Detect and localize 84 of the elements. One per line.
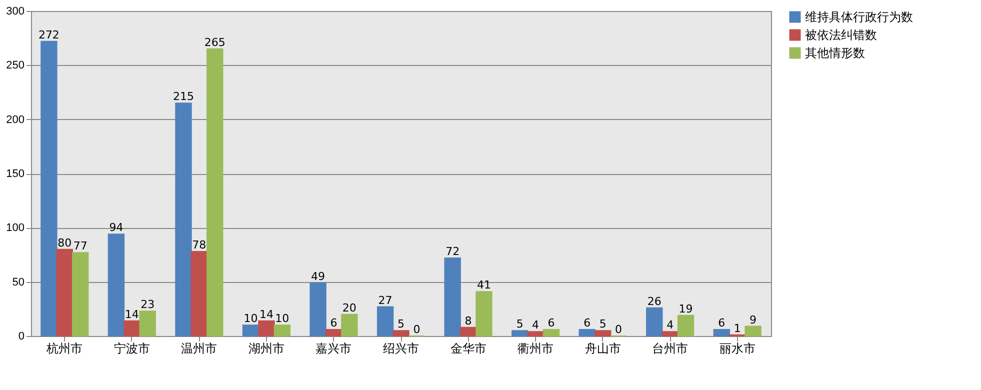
data-label: 1 bbox=[734, 322, 741, 335]
data-label: 49 bbox=[311, 270, 326, 283]
data-label: 4 bbox=[532, 318, 540, 332]
bar bbox=[594, 330, 612, 336]
data-label: 6 bbox=[584, 316, 591, 330]
bar bbox=[72, 252, 89, 336]
bar bbox=[206, 48, 224, 336]
x-tick-label: 宁波市 bbox=[114, 342, 150, 356]
data-label: 72 bbox=[446, 245, 460, 258]
data-label: 14 bbox=[259, 308, 274, 321]
data-label: 9 bbox=[750, 313, 757, 326]
x-tick-label: 嘉兴市 bbox=[316, 342, 352, 356]
bar bbox=[527, 331, 544, 336]
data-label: 5 bbox=[599, 318, 606, 331]
bar bbox=[242, 324, 260, 336]
bar bbox=[476, 291, 492, 336]
bar bbox=[460, 326, 477, 336]
y-tick-label: 250 bbox=[6, 60, 24, 72]
x-tick-label: 舟山市 bbox=[584, 342, 621, 356]
x-tick-label: 杭州市 bbox=[46, 342, 83, 356]
y-tick-label: 300 bbox=[6, 6, 24, 18]
data-label: 0 bbox=[413, 323, 420, 336]
data-label: 80 bbox=[58, 236, 72, 250]
x-tick-label: 绍兴市 bbox=[383, 342, 419, 356]
bar bbox=[392, 330, 410, 336]
bar bbox=[258, 320, 275, 336]
bar bbox=[310, 282, 326, 336]
data-label: 14 bbox=[124, 308, 139, 321]
data-label: 94 bbox=[109, 221, 124, 234]
data-label: 6 bbox=[330, 316, 338, 330]
data-label: 23 bbox=[140, 298, 155, 312]
data-label: 4 bbox=[666, 318, 674, 332]
data-label: 10 bbox=[275, 312, 290, 326]
x-tick-label: 台州市 bbox=[652, 342, 688, 356]
bar bbox=[677, 314, 694, 336]
bar bbox=[713, 329, 730, 336]
y-tick-label: 200 bbox=[6, 114, 24, 126]
y-tick-label: 0 bbox=[18, 330, 24, 342]
data-label: 78 bbox=[192, 238, 206, 252]
legend-label: 维持具体行政行为数 bbox=[805, 10, 913, 24]
data-label: 6 bbox=[548, 316, 555, 330]
data-label: 27 bbox=[378, 294, 392, 307]
data-label: 26 bbox=[647, 294, 662, 308]
bar bbox=[40, 40, 58, 336]
data-label: 6 bbox=[718, 316, 726, 330]
x-tick-label: 丽水市 bbox=[719, 342, 756, 356]
x-tick-label: 湖州市 bbox=[248, 342, 284, 356]
bar bbox=[376, 306, 394, 336]
bar bbox=[190, 251, 208, 336]
x-tick-label: 衢州市 bbox=[518, 342, 554, 356]
data-label: 215 bbox=[172, 90, 194, 104]
y-tick-label: 150 bbox=[6, 168, 24, 180]
bar bbox=[341, 314, 358, 336]
data-label: 19 bbox=[678, 302, 693, 316]
y-tick-label: 50 bbox=[12, 276, 24, 288]
bar bbox=[662, 331, 678, 336]
bar bbox=[124, 320, 140, 336]
legend-label: 其他情形数 bbox=[805, 46, 865, 60]
bar bbox=[744, 326, 762, 336]
bar bbox=[56, 248, 73, 336]
x-tick-label: 金华市 bbox=[450, 342, 486, 356]
data-label: 77 bbox=[73, 240, 88, 253]
data-label: 0 bbox=[615, 323, 622, 336]
bar bbox=[325, 329, 342, 336]
data-label: 8 bbox=[464, 314, 472, 328]
bar bbox=[512, 330, 528, 336]
x-tick-label: 温州市 bbox=[181, 342, 218, 356]
bar bbox=[444, 258, 461, 336]
data-label: 265 bbox=[204, 36, 226, 49]
data-label: 5 bbox=[398, 318, 404, 331]
bar bbox=[108, 234, 125, 336]
bar bbox=[175, 102, 192, 336]
data-label: 272 bbox=[38, 28, 60, 42]
legend-label: 被依法纠错数 bbox=[805, 28, 877, 42]
bar bbox=[139, 310, 156, 336]
bar bbox=[274, 324, 290, 336]
bar bbox=[578, 329, 596, 336]
data-label: 41 bbox=[476, 278, 491, 292]
data-label: 20 bbox=[342, 301, 356, 314]
y-tick-label: 100 bbox=[6, 222, 24, 234]
bar bbox=[542, 329, 560, 336]
data-label: 5 bbox=[516, 318, 524, 331]
bar bbox=[646, 307, 663, 336]
data-label: 10 bbox=[244, 312, 258, 326]
